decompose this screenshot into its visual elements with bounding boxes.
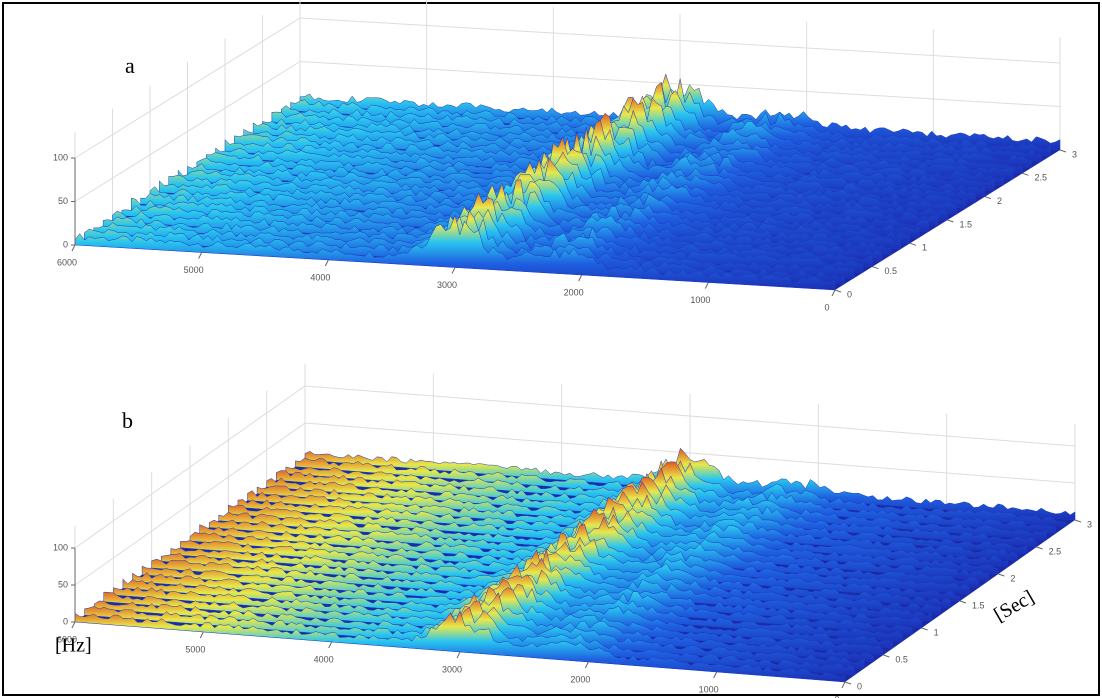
y-tick-label: 2.5 (1035, 173, 1048, 183)
surface-panel: 050100010002000300040005000600000.511.52… (53, 363, 1092, 698)
tick-mark (921, 627, 928, 631)
y-tick-label: 0 (857, 681, 862, 691)
tick-mark (998, 573, 1005, 577)
x-axis-label: [Hz] (55, 635, 92, 657)
x-tick-label: 2000 (570, 674, 590, 684)
z-tick-label: 100 (53, 542, 68, 552)
tick-mark (1059, 149, 1067, 153)
tick-mark (834, 289, 842, 293)
x-tick-label: 3000 (437, 280, 457, 290)
x-tick-label: 0 (824, 302, 829, 312)
tick-mark (584, 661, 589, 669)
tick-mark (883, 654, 890, 658)
tick-mark (198, 252, 203, 259)
y-axis-label: [Sec] (990, 586, 1038, 626)
surface-strip (74, 609, 846, 683)
tick-mark (841, 681, 846, 689)
tick-mark (1022, 172, 1029, 176)
tick-mark (324, 259, 329, 267)
x-tick-label: 5000 (184, 265, 204, 275)
z-tick-label: 50 (58, 579, 68, 589)
tick-mark (71, 244, 76, 252)
tick-mark (199, 631, 204, 639)
tick-mark (1036, 546, 1043, 550)
tick-mark (704, 282, 709, 289)
z-tick-label: 50 (58, 196, 68, 206)
tick-mark (578, 274, 583, 282)
x-tick-label: 6000 (57, 634, 77, 644)
grid-line (74, 17, 1061, 159)
tick-mark (844, 681, 852, 685)
y-tick-label: 1.5 (972, 600, 985, 610)
grid-line (74, 60, 1061, 202)
y-tick-label: 2 (1010, 573, 1015, 583)
tick-mark (713, 671, 718, 679)
y-tick-label: 1 (934, 627, 939, 637)
x-tick-label: 1000 (699, 684, 719, 694)
tick-mark (328, 641, 333, 649)
y-tick-label: 0.5 (885, 266, 898, 276)
y-tick-label: 1.5 (960, 219, 973, 229)
tick-mark (831, 289, 836, 297)
tick-mark (959, 600, 967, 604)
y-tick-label: 0.5 (895, 654, 908, 664)
y-tick-label: 0 (847, 289, 852, 299)
tick-mark (872, 266, 879, 270)
x-tick-label: 2000 (564, 287, 584, 297)
y-tick-label: 2.5 (1049, 546, 1062, 556)
y-tick-label: 1 (922, 243, 927, 253)
x-tick-label: 4000 (310, 272, 330, 282)
z-tick-label: 100 (53, 152, 68, 162)
x-tick-label: 6000 (57, 257, 77, 267)
surface-panel: 050100010002000300040005000600000.511.52… (53, 0, 1077, 312)
tick-mark (71, 621, 76, 629)
grid-line (74, 422, 1076, 586)
y-tick-label: 3 (1087, 519, 1092, 529)
y-tick-label: 3 (1072, 149, 1077, 159)
tick-mark (451, 267, 456, 274)
tick-mark (947, 219, 954, 223)
tick-mark (984, 196, 992, 200)
panel-label: a (125, 53, 135, 78)
tick-mark (909, 242, 917, 246)
y-tick-label: 2 (997, 196, 1002, 206)
surface-strip (74, 214, 836, 291)
panel-label: b (122, 408, 133, 433)
x-tick-label: 0 (834, 694, 839, 698)
x-tick-label: 1000 (690, 295, 710, 305)
tick-mark (456, 651, 461, 659)
x-tick-label: 5000 (185, 644, 205, 654)
x-tick-label: 4000 (314, 654, 334, 664)
z-tick-label: 0 (63, 616, 68, 626)
z-tick-label: 0 (63, 239, 68, 249)
grid-line (74, 385, 1076, 549)
x-tick-label: 3000 (442, 664, 462, 674)
tick-mark (1074, 519, 1082, 523)
